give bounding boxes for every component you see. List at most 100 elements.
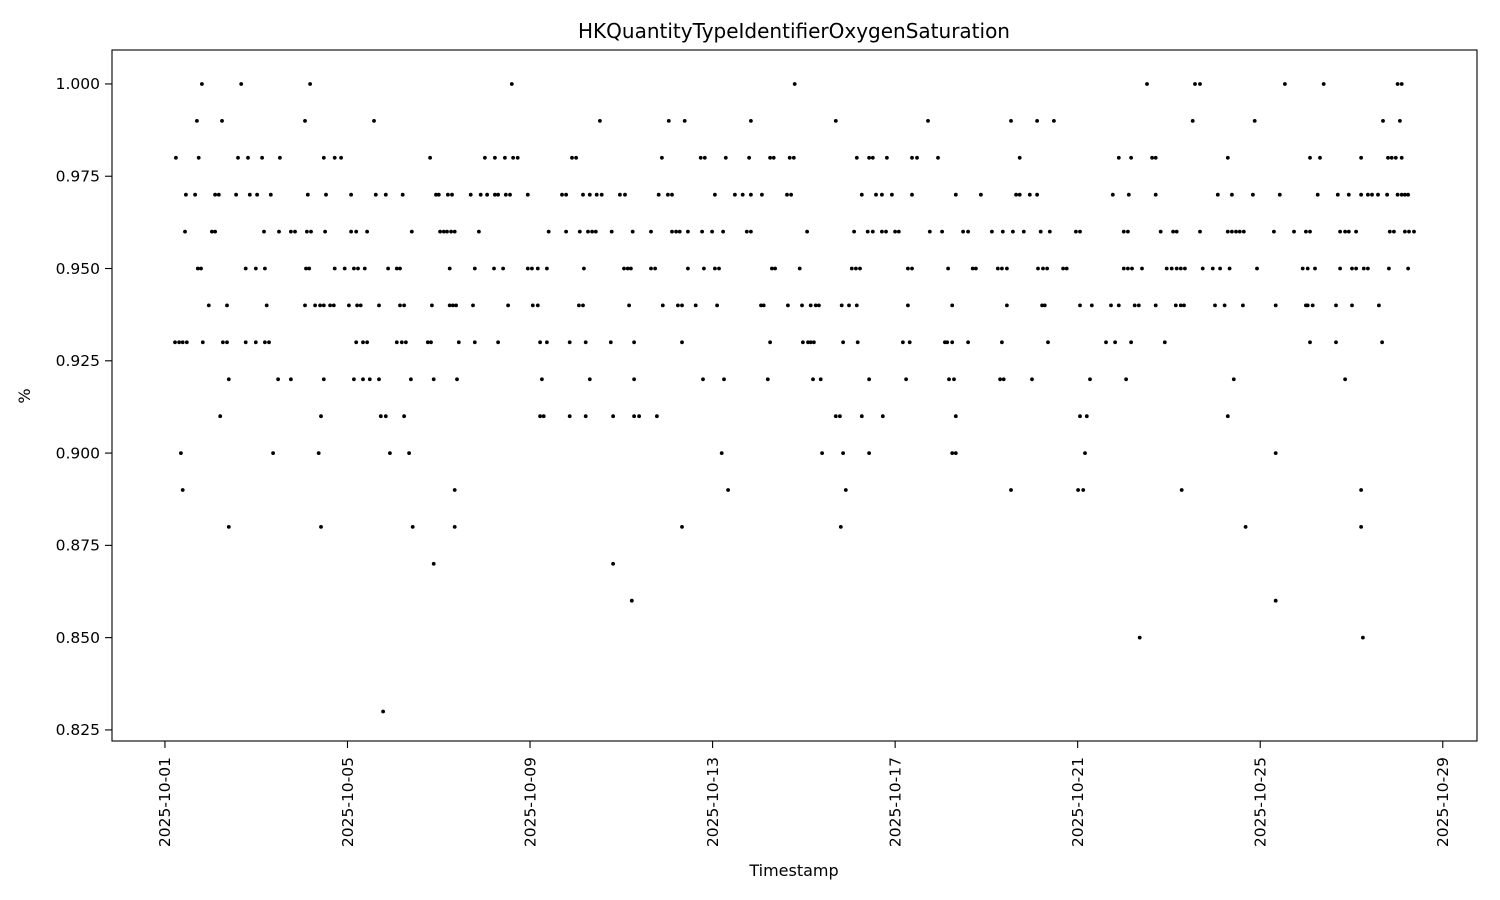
data-point — [765, 377, 770, 382]
data-point — [966, 229, 970, 234]
data-point — [574, 155, 578, 160]
data-point — [409, 377, 413, 382]
data-point — [801, 340, 805, 345]
data-point — [1334, 340, 1338, 345]
data-point — [264, 303, 269, 308]
data-point — [503, 192, 508, 197]
data-point — [760, 192, 764, 197]
data-point — [847, 303, 851, 308]
data-point — [1178, 303, 1183, 308]
data-point — [1315, 192, 1320, 197]
data-point — [593, 229, 598, 234]
data-point — [1350, 303, 1354, 308]
data-point — [305, 229, 309, 234]
data-point — [670, 229, 674, 234]
data-point — [1381, 119, 1385, 123]
data-point — [841, 451, 845, 455]
data-point — [535, 303, 540, 308]
data-point — [567, 414, 572, 419]
data-point — [1399, 82, 1404, 86]
data-point — [447, 303, 452, 308]
data-point — [1395, 82, 1400, 86]
data-point — [1377, 303, 1381, 308]
data-point — [1361, 266, 1366, 271]
y-axis-label: % — [15, 388, 34, 403]
data-point — [243, 340, 248, 345]
data-point — [431, 561, 436, 566]
data-point — [1335, 192, 1340, 197]
data-point — [506, 303, 510, 308]
data-point — [1021, 229, 1026, 234]
data-point — [792, 82, 797, 86]
data-point — [598, 119, 602, 123]
data-point — [377, 377, 381, 382]
data-point — [546, 229, 551, 234]
data-point — [947, 377, 951, 382]
data-point — [649, 266, 653, 271]
data-point — [216, 192, 221, 197]
data-point — [1366, 192, 1370, 197]
data-point — [1000, 229, 1005, 234]
data-point — [307, 266, 312, 271]
y-tick-label: 0.975 — [56, 168, 100, 186]
data-point — [787, 155, 792, 160]
x-tick-label: 2025-10-25 — [1251, 757, 1269, 847]
data-point — [1387, 266, 1391, 271]
data-point — [1359, 488, 1363, 492]
data-point — [797, 266, 802, 271]
data-point — [1389, 155, 1394, 160]
data-point — [402, 303, 406, 308]
data-point — [609, 229, 614, 234]
data-point — [399, 340, 404, 345]
data-point — [347, 303, 351, 308]
data-point — [1017, 192, 1022, 197]
data-point — [267, 340, 271, 345]
x-tick-label: 2025-10-05 — [339, 757, 357, 847]
data-point — [1338, 266, 1342, 271]
data-point — [449, 229, 453, 234]
data-point — [1136, 303, 1141, 308]
data-point — [1350, 266, 1354, 271]
y-tick-label: 0.850 — [56, 629, 100, 647]
data-point — [629, 598, 634, 603]
data-point — [560, 192, 564, 197]
data-point — [200, 340, 205, 345]
data-point — [660, 155, 664, 160]
data-point — [436, 192, 441, 197]
data-point — [874, 192, 878, 197]
data-point — [1370, 192, 1374, 197]
data-point — [402, 414, 406, 419]
data-point — [530, 266, 534, 271]
data-point — [789, 192, 793, 197]
data-point — [1225, 155, 1230, 160]
data-point — [998, 377, 1002, 382]
data-point — [328, 303, 332, 308]
data-point — [813, 303, 818, 308]
data-point — [354, 340, 359, 345]
data-point — [508, 192, 512, 197]
data-point — [179, 451, 183, 455]
data-point — [1215, 192, 1220, 197]
data-point — [220, 119, 224, 123]
data-point — [927, 229, 932, 234]
data-point — [1230, 229, 1234, 234]
data-point — [587, 192, 592, 197]
plot-frame — [111, 49, 1478, 742]
data-point — [833, 414, 838, 419]
data-point — [313, 303, 317, 308]
data-point — [884, 229, 888, 234]
data-point — [1359, 192, 1363, 197]
data-point — [581, 192, 585, 197]
data-point — [649, 229, 653, 234]
data-point — [305, 192, 310, 197]
data-point — [253, 266, 258, 271]
data-point — [627, 303, 631, 308]
data-point — [1084, 414, 1089, 419]
data-point — [1277, 192, 1282, 197]
data-point — [1241, 229, 1246, 234]
data-point — [702, 266, 706, 271]
data-point — [1124, 377, 1128, 382]
data-point — [1398, 119, 1402, 123]
data-point — [221, 340, 225, 345]
data-point — [1078, 303, 1082, 308]
